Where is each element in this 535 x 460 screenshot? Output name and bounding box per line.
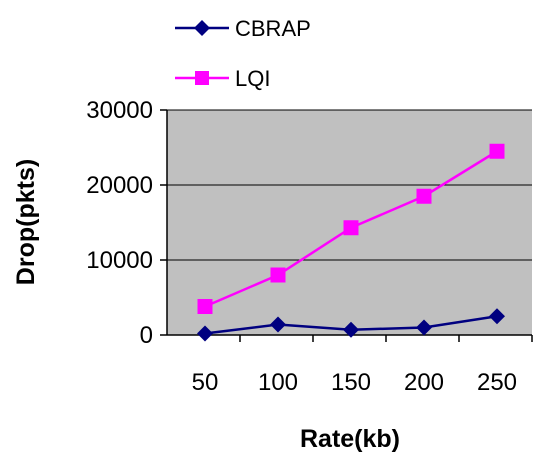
y-tick-label: 30000 — [86, 97, 153, 124]
y-tick-label: 20000 — [86, 172, 153, 199]
x-axis-ticks: 50 100 150 200 250 — [192, 335, 533, 396]
x-tick-label: 50 — [192, 369, 219, 396]
legend-marker-lqi — [195, 71, 209, 85]
y-axis-ticks: 0 10000 20000 30000 — [86, 97, 167, 349]
x-axis-title: Rate(kb) — [300, 425, 400, 453]
data-point-cbrap — [416, 319, 432, 336]
x-tick-label: 100 — [258, 369, 298, 396]
data-point-lqi — [270, 267, 286, 283]
y-axis-title: Drop(pkts) — [12, 159, 40, 285]
x-tick-label: 150 — [331, 369, 371, 396]
data-point-lqi — [489, 143, 505, 159]
legend: CBRAP LQI — [175, 16, 311, 91]
data-point-cbrap — [197, 325, 213, 342]
gridlines — [167, 109, 532, 261]
data-point-lqi — [343, 220, 359, 236]
series-cbrap — [197, 308, 505, 342]
data-point-cbrap — [489, 308, 505, 325]
legend-marker-cbrap — [194, 20, 210, 36]
y-tick-label: 10000 — [86, 247, 153, 274]
data-point-lqi — [197, 299, 213, 314]
series-lqi — [197, 143, 505, 314]
x-tick-label: 200 — [404, 369, 444, 396]
y-tick-label: 0 — [140, 322, 153, 349]
data-point-lqi — [416, 188, 432, 204]
series-layer — [197, 143, 505, 342]
legend-label-cbrap: CBRAP — [235, 16, 311, 41]
data-point-cbrap — [270, 316, 286, 333]
x-tick-label: 250 — [477, 369, 517, 396]
legend-label-lqi: LQI — [235, 66, 270, 91]
data-point-cbrap — [343, 321, 359, 338]
